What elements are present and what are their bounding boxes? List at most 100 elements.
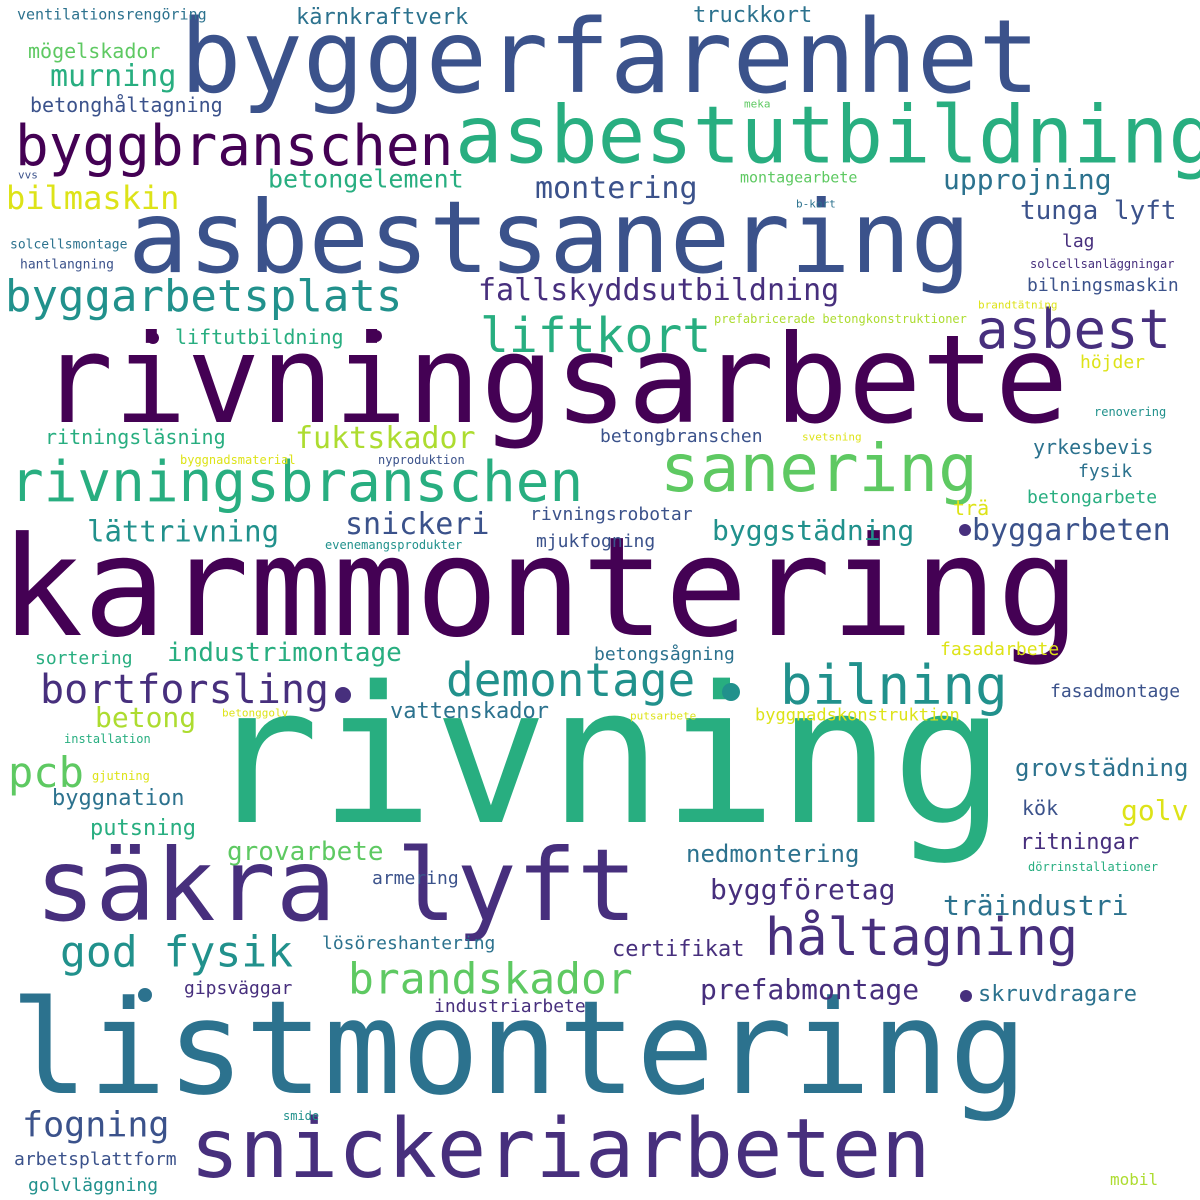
word-asbest: asbest [976,298,1172,361]
word-nedmontering: nedmontering [686,840,860,868]
word-kok: kök [1022,796,1059,820]
word-montering: montering [535,171,698,206]
dot-marker [138,988,152,1002]
word-hojder: höjder [1080,352,1146,373]
word-brandskador: brandskador [348,954,633,1005]
word-sortering: sortering [35,648,133,669]
word-betong: betong [95,701,197,734]
word-murning: murning [50,59,177,94]
word-ritningar: ritningar [1020,830,1140,855]
word-pcb: pcb [8,748,84,797]
word-fogning: fogning [22,1105,170,1146]
word-byggarbetsplats: byggarbetsplats [5,271,403,322]
word-hantlangning: hantlangning [20,257,114,273]
word-vattenskador: vattenskador [390,699,549,724]
word-mobil: mobil [1110,1170,1159,1189]
dot-marker [959,524,971,536]
word-brandtatning: brandtätning [978,298,1058,312]
word-betongarbete: betongarbete [1027,487,1158,508]
word-haltagning: håltagning [765,908,1079,968]
word-nyproduktion: nyproduktion [378,453,465,467]
word-bilningsmaskin: bilningsmaskin [1027,275,1179,296]
word-mjukfogning: mjukfogning [536,531,656,552]
word-betongsagning: betongsågning [594,644,735,665]
dot-marker [147,332,159,344]
word-solcellsmontage: solcellsmontage [10,237,128,253]
word-byggnation: byggnation [52,786,185,811]
word-montagearbete: montagearbete [740,168,858,187]
word-bilning: bilning [780,654,1008,717]
word-skruvdragare: skruvdragare [978,982,1137,1007]
word-grovstadning: grovstädning [1015,754,1189,782]
word-upprojning: upprojning [943,163,1112,196]
word-liftkort: liftkort [480,308,712,364]
word-meka: meka [744,97,771,111]
word-demontage: demontage [446,653,696,707]
word-installation: installation [64,732,151,746]
word-fysik: fysik [1078,461,1133,482]
word-rivningsarbete: rivningsarbete [40,309,1069,451]
word-golv: golv [1121,794,1189,827]
word-betonghaltagning: betonghåltagning [30,93,223,117]
word-bortforsling: bortforsling [40,667,329,713]
word-industriarbete: industriarbete [434,996,586,1017]
word-liftutbildning: liftutbildning [175,325,344,349]
word-snickeri: snickeri [345,507,490,542]
word-byggnadsmaterial: byggnadsmaterial [180,453,296,467]
word-yrkesbevis: yrkesbevis [1033,435,1154,459]
dot-marker [960,990,972,1002]
word-industrimontage: industrimontage [167,638,402,668]
word-b-kort: b-kort [796,197,836,211]
word-mogelskador: mögelskador [28,39,161,63]
word-asbestutbildning: asbestutbildning [455,89,1200,182]
word-solcellsanlaggningar: solcellsanläggningar [1030,257,1175,271]
word-sanering: sanering [660,430,978,507]
word-byggerfarenhet: byggerfarenhet [180,0,1040,117]
dot-marker [370,330,382,342]
word-golvlaggning: golvläggning [28,1175,159,1196]
word-bilmaskin: bilmaskin [6,179,180,217]
dot-marker [335,687,351,703]
word-sakra-lyft: säkra lyft [35,827,638,944]
word-byggbranschen: byggbranschen [15,114,454,179]
word-ritningslasning: ritningsläsning [45,425,226,449]
word-byggarbeten: byggarbeten [972,513,1171,548]
word-lattrivning: lättrivning [87,514,280,549]
word-byggforetag: byggföretag [710,873,896,906]
word-putsarbete: putsarbete [630,709,697,723]
word-grovarbete: grovarbete [227,837,384,867]
word-armering: armering [372,868,459,889]
word-byggstadning: byggstädning [712,514,915,547]
word-fallskyddsutbildning: fallskyddsutbildning [478,273,840,308]
word-betonggolv: betonggolv [222,706,289,720]
word-byggnadskonstruktion: byggnadskonstruktion [755,705,960,726]
word-listmontering: listmontering [10,972,1028,1124]
word-losoreshantering: lösöreshantering [322,933,496,954]
word-renovering: renovering [1094,405,1167,419]
word-gjutning: gjutning [92,769,150,783]
word-vvs: vvs [18,168,38,182]
word-rivningsbranschen: rivningsbranschen [10,450,584,515]
word-fuktskador: fuktskador [295,421,476,456]
word-prefabmontage: prefabmontage [700,973,920,1006]
word-dorrinstallationer: dörrinstallationer [1028,860,1159,874]
word-traindustri: träindustri [943,889,1129,922]
word-gipsvaggar: gipsväggar [184,978,293,999]
word-ventilationsrengoring: ventilationsrengöring [17,5,207,24]
word-tra: trä [953,496,990,520]
word-betongbranschen: betongbranschen [600,426,763,447]
word-god-fysik: god fysik [60,927,293,978]
word-evenemangsprodukter: evenemangsprodukter [325,538,463,552]
word-snickeriarbeten: snickeriarbeten [190,1102,931,1197]
word-asbestsanering: asbestsanering [128,179,971,296]
word-putsning: putsning [90,816,196,841]
word-karmmontering: karmmontering [0,507,1081,668]
word-fasadarbete: fasadarbete [940,639,1060,660]
word-rivningsrobotar: rivningsrobotar [530,504,693,525]
word-arbetsplattform: arbetsplattform [14,1149,177,1170]
word-fasadmontage: fasadmontage [1050,681,1181,702]
word-tunga-lyft: tunga lyft [1020,196,1177,226]
dot-marker [722,683,740,701]
word-lag: lag [1062,231,1095,252]
